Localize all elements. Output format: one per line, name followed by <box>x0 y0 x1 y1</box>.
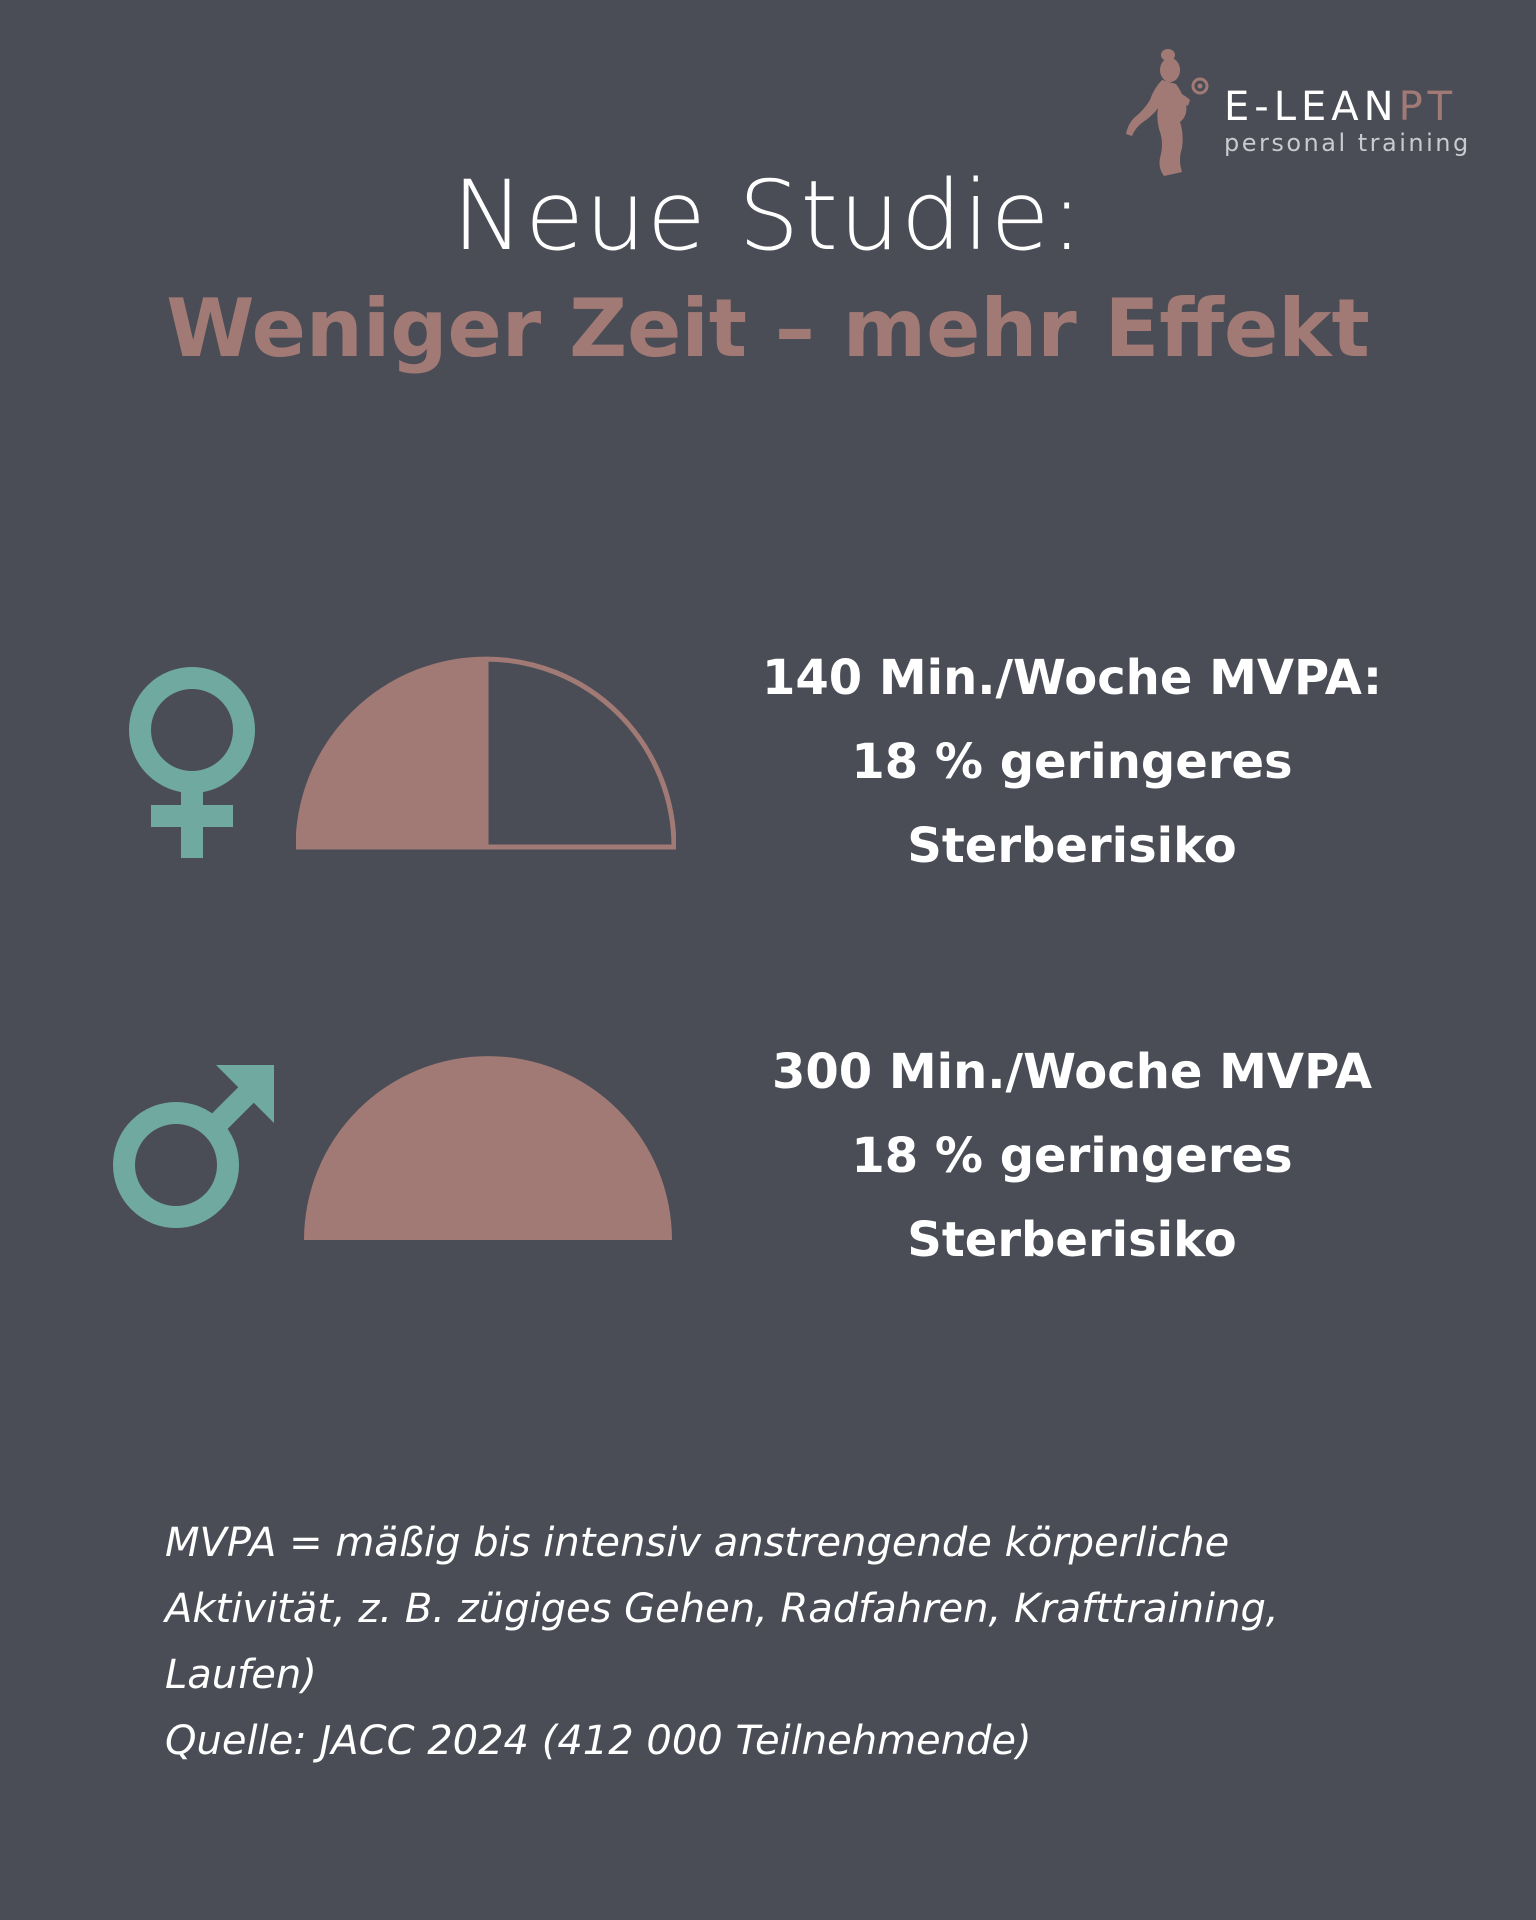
footnote-line-3: Laufen) <box>165 1652 317 1698</box>
footnote-line-2: Aktivität, z. B. zügiges Gehen, Radfahre… <box>165 1586 1279 1632</box>
headline-intro: Neue Studie: <box>452 160 1084 272</box>
stat-female-line-1: 140 Min./Woche MVPA: <box>761 650 1383 706</box>
brand-logo: E-LEANPT personal training <box>1120 48 1500 178</box>
headline-main: Weniger Zeit – mehr Effekt <box>166 282 1370 375</box>
stat-female-line-3: Sterberisiko <box>907 818 1237 874</box>
female-symbol-icon <box>129 667 255 858</box>
stat-female: 140 Min./Woche MVPA: 18 % geringeres Ste… <box>712 636 1432 888</box>
half-circle-outline <box>296 656 676 850</box>
stat-male: 300 Min./Woche MVPA 18 % geringeres Ster… <box>712 1030 1432 1282</box>
footnote-source: Quelle: JACC 2024 (412 000 Teilnehmende) <box>165 1718 1032 1764</box>
stat-female-line-2: 18 % geringeres <box>851 734 1293 790</box>
half-circle-filled-part <box>304 1056 672 1240</box>
brand-tagline: personal training <box>1224 129 1471 157</box>
male-symbol-icon <box>113 1065 274 1228</box>
woman-silhouette-icon <box>1126 49 1209 176</box>
progress-half-circle-female <box>296 656 676 850</box>
stat-male-line-1: 300 Min./Woche MVPA <box>772 1044 1372 1100</box>
brand-name: E-LEANPT <box>1224 84 1458 130</box>
footnote: MVPA = mäßig bis intensiv anstrengende k… <box>165 1510 1425 1774</box>
half-circle-filled-part <box>298 659 486 847</box>
stat-male-line-3: Sterberisiko <box>907 1212 1237 1268</box>
footnote-line-1: MVPA = mäßig bis intensiv anstrengende k… <box>165 1520 1230 1566</box>
stat-male-line-2: 18 % geringeres <box>851 1128 1293 1184</box>
progress-half-circle-male <box>304 1056 672 1240</box>
